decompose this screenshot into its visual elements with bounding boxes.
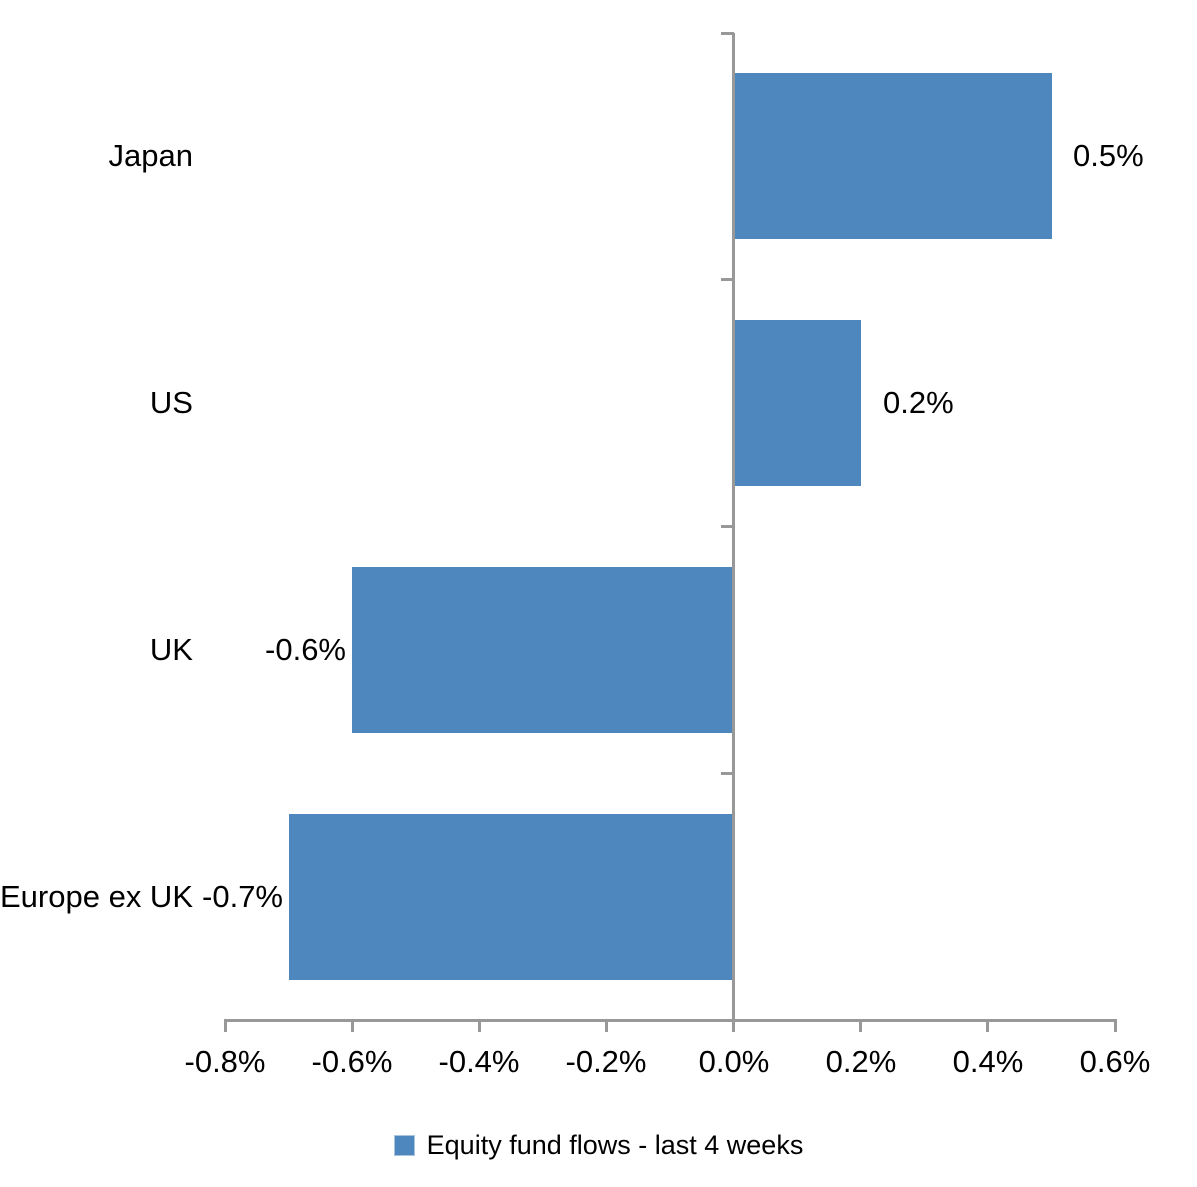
- data-label-uk: -0.6%: [265, 632, 346, 667]
- category-label-europe-ex-uk: Europe ex UK: [0, 879, 193, 914]
- bar-europe-ex-uk: [289, 814, 734, 980]
- x-tick-label: 0.4%: [952, 1044, 1024, 1079]
- x-axis: [224, 1019, 1117, 1022]
- data-label-japan: 0.5%: [1073, 138, 1144, 173]
- x-tick-label: -0.4%: [438, 1044, 520, 1079]
- legend-swatch: [393, 1134, 415, 1156]
- bar-uk: [352, 567, 733, 733]
- x-axis-tick: [605, 1020, 608, 1032]
- y-axis-tick: [721, 772, 734, 775]
- category-label-uk: UK: [149, 632, 193, 667]
- legend-label: Equity fund flows - last 4 weeks: [426, 1130, 804, 1160]
- y-axis-tick: [721, 525, 734, 528]
- x-axis-tick: [478, 1020, 481, 1032]
- x-axis-tick: [351, 1020, 354, 1032]
- bar-japan: [734, 73, 1052, 239]
- x-tick-label: 0.0%: [698, 1044, 770, 1079]
- legend: Equity fund flows - last 4 weeks: [0, 1128, 1197, 1162]
- category-label-japan: Japan: [108, 138, 193, 173]
- x-axis-tick: [224, 1020, 227, 1032]
- y-axis-tick: [721, 32, 734, 35]
- data-label-us: 0.2%: [883, 385, 954, 420]
- x-axis-tick: [859, 1020, 862, 1032]
- y-axis-tick: [721, 278, 734, 281]
- data-label-europe-ex-uk: -0.7%: [202, 879, 283, 914]
- category-label-us: US: [149, 385, 193, 420]
- x-tick-label: -0.6%: [311, 1044, 393, 1079]
- y-axis-zero-line: [732, 33, 735, 1032]
- x-tick-label: 0.6%: [1079, 1044, 1151, 1079]
- x-axis-tick: [732, 1020, 735, 1032]
- x-tick-label: -0.2%: [565, 1044, 647, 1079]
- x-axis-tick: [1114, 1020, 1117, 1032]
- x-tick-label: 0.2%: [825, 1044, 897, 1079]
- x-tick-label: -0.8%: [184, 1044, 266, 1079]
- x-axis-tick: [986, 1020, 989, 1032]
- bar-us: [734, 320, 861, 486]
